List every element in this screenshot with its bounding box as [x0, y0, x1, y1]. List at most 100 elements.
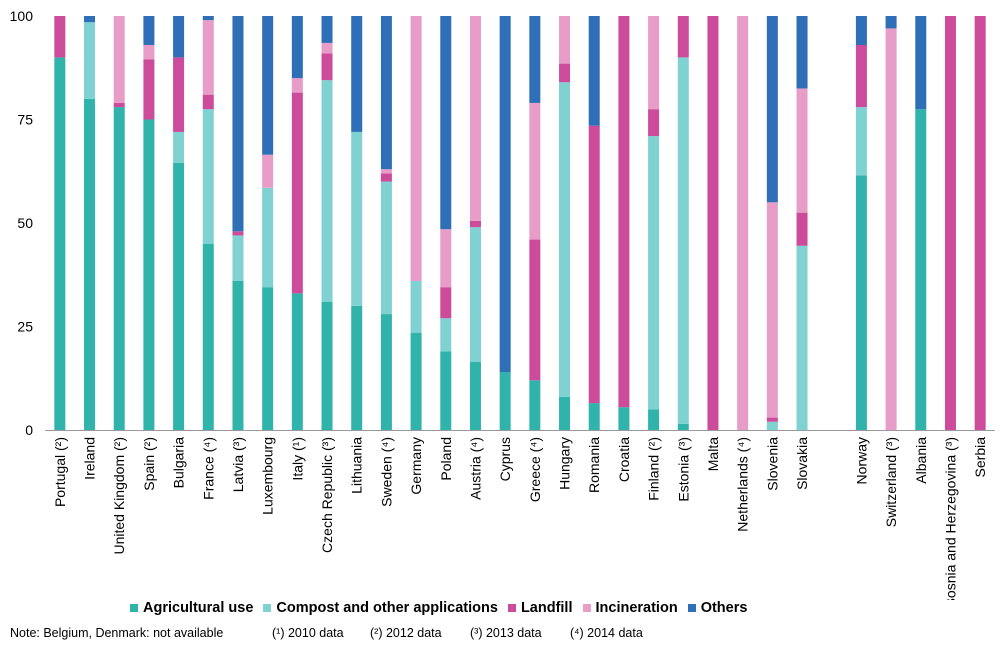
- bar-segment-others: [588, 16, 600, 126]
- chart-legend: Agricultural use Compost and other appli…: [130, 598, 757, 618]
- bar-segment-compost-and-other-applications: [321, 80, 333, 302]
- x-tick-label: Germany: [408, 437, 424, 495]
- bar-segment-agricultural-use: [855, 175, 867, 430]
- legend-label: Landfill: [520, 600, 573, 616]
- x-tick-label: Lithuania: [349, 437, 365, 494]
- bar-segment-agricultural-use: [113, 107, 125, 430]
- bar-segment-landfill: [440, 287, 452, 319]
- bar-segment-incineration: [737, 16, 749, 430]
- x-tick-label: Bulgaria: [171, 437, 187, 489]
- bar-segment-agricultural-use: [648, 409, 660, 430]
- bar-segment-agricultural-use: [588, 403, 600, 430]
- bar-segment-others: [915, 16, 927, 110]
- bar-segment-others: [885, 16, 897, 29]
- bar-segment-agricultural-use: [54, 57, 66, 431]
- x-tick-label: Austria (⁴): [468, 437, 484, 500]
- bar-segment-incineration: [766, 202, 778, 418]
- bar-segment-agricultural-use: [143, 119, 155, 430]
- bar-segment-agricultural-use: [677, 423, 689, 430]
- bar-segment-incineration: [262, 154, 274, 188]
- bar-segment-compost-and-other-applications: [766, 421, 778, 430]
- bar-segment-landfill: [173, 57, 185, 132]
- legend-swatch: [687, 604, 696, 612]
- legend-item-agricultural-use: Agricultural use: [130, 600, 253, 616]
- bar-segment-compost-and-other-applications: [84, 22, 96, 99]
- y-tick-label: 25: [17, 319, 33, 335]
- x-tick-label: France (⁴): [200, 437, 216, 500]
- x-tick-label: Switzerland (³): [883, 437, 899, 527]
- legend-label: Incineration: [595, 600, 678, 616]
- bar-segment-compost-and-other-applications: [351, 131, 363, 306]
- legend-item-incineration: Incineration: [582, 600, 678, 616]
- bar-segment-others: [143, 16, 155, 45]
- chart-notes: Note: Belgium, Denmark: not available (¹…: [10, 626, 643, 640]
- y-tick-label: 50: [17, 215, 33, 231]
- bar-segment-agricultural-use: [380, 314, 392, 430]
- bar-segment-others: [202, 16, 214, 21]
- x-tick-label: Italy (¹): [289, 437, 305, 481]
- x-tick-label: Estonia (³): [675, 437, 691, 502]
- x-tick-label: United Kingdom (²): [111, 437, 127, 555]
- bar-segment-agricultural-use: [618, 407, 630, 430]
- bar-segment-compost-and-other-applications: [232, 235, 244, 281]
- bar-segment-landfill: [113, 102, 125, 108]
- bar-segment-landfill: [291, 92, 303, 294]
- y-tick-label: 75: [17, 112, 33, 128]
- bar-segment-landfill: [944, 16, 956, 430]
- bar-segment-incineration: [648, 16, 660, 110]
- bar-segment-compost-and-other-applications: [648, 136, 660, 410]
- x-tick-label: Cyprus: [497, 437, 513, 481]
- x-tick-label: Slovenia: [764, 437, 780, 491]
- x-tick-label: Bosnia and Herzegovina (³): [943, 437, 959, 600]
- bar-segment-others: [499, 16, 511, 373]
- bar-segment-landfill: [380, 173, 392, 182]
- x-tick-label: Poland: [438, 437, 454, 481]
- x-tick-label: Spain (²): [141, 437, 157, 491]
- bar-segment-agricultural-use: [291, 293, 303, 430]
- bar-segment-incineration: [291, 78, 303, 93]
- x-tick-label: Malta: [705, 437, 721, 471]
- bar-segment-landfill: [766, 417, 778, 422]
- bar-segment-landfill: [54, 16, 66, 58]
- bar-segment-landfill: [796, 212, 808, 246]
- bar-segment-compost-and-other-applications: [410, 280, 422, 333]
- bar-segment-others: [529, 16, 541, 103]
- bar-segment-others: [855, 16, 867, 45]
- bar-segment-compost-and-other-applications: [855, 107, 867, 176]
- note-not-available: Note: Belgium, Denmark: not available: [10, 626, 224, 640]
- bar-segment-compost-and-other-applications: [173, 131, 185, 163]
- x-tick-label: Sweden (⁴): [378, 437, 394, 507]
- bar-segment-agricultural-use: [84, 98, 96, 431]
- legend-swatch: [130, 604, 138, 612]
- bar-segment-others: [232, 16, 244, 232]
- bar-segment-agricultural-use: [529, 380, 541, 430]
- bar-layer: [54, 16, 986, 431]
- bar-segment-compost-and-other-applications: [440, 318, 452, 352]
- bar-segment-landfill: [707, 16, 719, 430]
- bar-segment-landfill: [469, 220, 481, 228]
- bar-segment-landfill: [202, 94, 214, 110]
- bar-segment-others: [321, 16, 333, 43]
- stacked-bar-chart: Portugal (²) Ireland United Kingdom (²) Spa…: [10, 8, 995, 600]
- bar-segment-agricultural-use: [499, 372, 511, 430]
- bar-segment-agricultural-use: [915, 109, 927, 431]
- bar-segment-agricultural-use: [262, 287, 274, 430]
- bar-segment-compost-and-other-applications: [202, 109, 214, 244]
- bar-segment-landfill: [677, 16, 689, 58]
- bar-segment-others: [380, 16, 392, 170]
- x-tick-label: Croatia: [616, 437, 632, 482]
- bar-segment-others: [796, 16, 808, 89]
- bar-segment-landfill: [143, 59, 155, 120]
- bar-segment-incineration: [796, 88, 808, 213]
- bar-segment-others: [173, 16, 185, 58]
- bar-segment-agricultural-use: [469, 361, 481, 430]
- bar-segment-incineration: [885, 28, 897, 430]
- bar-segment-incineration: [559, 16, 571, 64]
- legend-swatch: [263, 604, 272, 612]
- x-tick-label: Greece (⁴): [527, 437, 543, 502]
- bar-segment-landfill: [648, 109, 660, 137]
- x-tick-label: Albania: [913, 437, 929, 484]
- legend-label: Agricultural use: [143, 600, 254, 616]
- x-tick-label: Ireland: [82, 437, 98, 480]
- bar-segment-others: [766, 16, 778, 203]
